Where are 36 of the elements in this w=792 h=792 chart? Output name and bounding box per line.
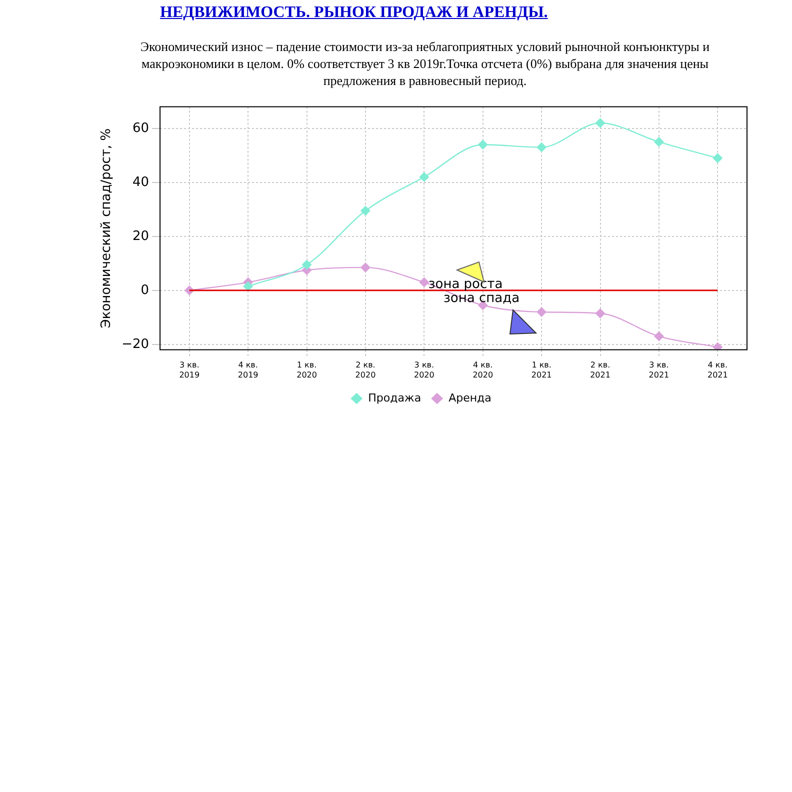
y-axis-title: Экономический спад/рост, %: [99, 128, 114, 328]
legend-label: Аренда: [448, 391, 492, 404]
point: [536, 307, 547, 317]
point: [712, 153, 723, 164]
y-tick-label: 20: [132, 228, 150, 244]
annotation: зона спада: [443, 290, 520, 306]
point: [595, 118, 606, 128]
x-tick-label: 2 кв. 2020: [355, 360, 376, 380]
point: [478, 140, 488, 150]
point: [243, 281, 254, 292]
point: [654, 331, 664, 342]
x-tick-label: 4 кв. 2019: [238, 360, 258, 380]
point: [419, 172, 430, 182]
point: [654, 136, 664, 147]
x-tick-label: 2 кв. 2021: [590, 360, 610, 380]
x-tick-label: 3 кв. 2019: [179, 360, 200, 380]
x-tick-label: 1 кв. 2020: [296, 360, 317, 380]
y-tick-label: −20: [122, 336, 150, 352]
x-tick-label: 4 кв. 2020: [472, 360, 494, 380]
chart-subtitle: Экономический износ – падение стоимости из-за неблагоприятных условий рыночной конъюнктуры и макроэкономики в целом. 0% соответствует 3 кв 2019г.Точка отсчета (0%) выбрана для значения цены предложения в равновесный период.: [139, 38, 711, 89]
point: [360, 206, 370, 216]
annotation: зона роста: [428, 276, 503, 292]
x-tick-label: 1 кв. 2021: [531, 360, 552, 380]
point: [302, 260, 312, 270]
x-tick-label: 4 кв. 2021: [707, 360, 728, 380]
y-tick-label: 40: [132, 174, 150, 190]
x-tick-label: 3 кв. 2020: [414, 360, 434, 380]
point: [419, 277, 430, 288]
point: [360, 262, 370, 272]
chart-title: НЕДВИЖИМОСТЬ. РЫНОК ПРОДАЖ И АРЕНДЫ.: [160, 4, 548, 22]
point: [536, 142, 547, 152]
y-tick-label: 60: [132, 120, 150, 136]
legend-label: Продажа: [368, 391, 422, 404]
y-tick-label: 0: [140, 282, 150, 298]
x-tick-label: 3 кв. 2021: [648, 360, 670, 380]
point: [595, 308, 606, 318]
